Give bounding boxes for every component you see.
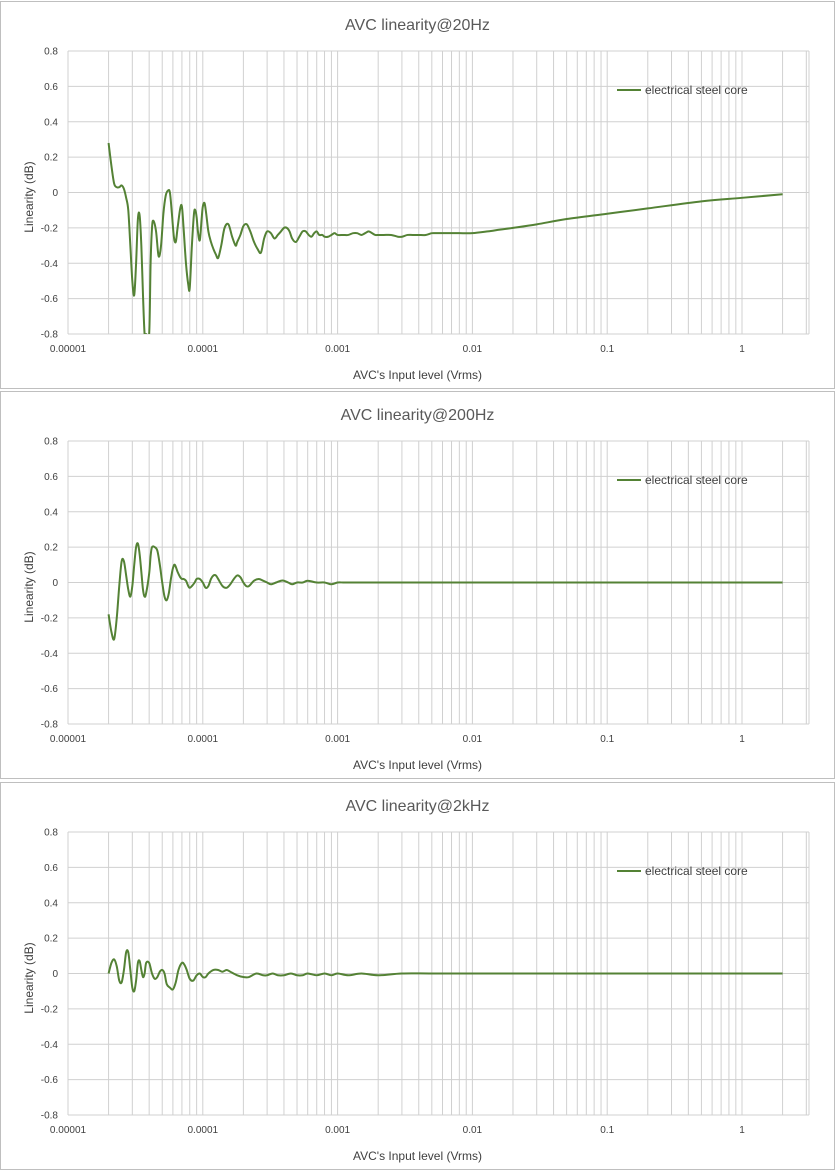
y-tick-label: -0.8	[41, 330, 59, 341]
x-tick-label: 0.1	[600, 1125, 614, 1136]
y-tick-label: -0.8	[41, 720, 59, 731]
y-tick-label: 0.6	[44, 82, 58, 93]
x-tick-label: 1	[739, 1125, 745, 1136]
y-tick-label: -0.2	[41, 613, 59, 624]
legend-label: electrical steel core	[645, 864, 748, 878]
x-tick-label: 1	[739, 344, 745, 355]
x-axis-title: AVC's Input level (Vrms)	[353, 1149, 482, 1163]
y-axis-title: Linearity (dB)	[22, 551, 36, 623]
legend-label: electrical steel core	[645, 83, 748, 97]
x-tick-label: 0.0001	[188, 1125, 219, 1136]
y-tick-label: 0.2	[44, 153, 58, 164]
plot-area: 0.8 0.6 0.4 0.2 0 -0.2 -0.4 -0.6 -0.8 0.00001 0.00…	[41, 828, 810, 1136]
x-tick-label: 0.001	[325, 734, 350, 745]
y-tick-label: 0.2	[44, 543, 58, 554]
x-tick-label: 0.001	[325, 344, 350, 355]
x-tick-label: 0.00001	[50, 734, 87, 745]
x-tick-label: 0.00001	[50, 344, 87, 355]
y-tick-label: -0.4	[41, 1040, 59, 1051]
chart-panel-20hz: AVC linearity@20Hz 0.8 0.6 0.4 0.2 0 -0.2 -0.4…	[0, 1, 835, 389]
y-tick-label: 0	[52, 969, 58, 980]
x-tick-label: 0.1	[600, 344, 614, 355]
chart-panel-2khz: AVC linearity@2kHz 0.8 0.6 0.4 0.2 0 -0.2 -0.4…	[0, 782, 835, 1170]
x-tick-label: 0.01	[463, 344, 483, 355]
series-line	[107, 142, 783, 334]
legend-label: electrical steel core	[645, 473, 748, 487]
x-axis-title: AVC's Input level (Vrms)	[353, 758, 482, 772]
x-tick-label: 0.00001	[50, 1125, 87, 1136]
y-tick-label: -0.2	[41, 223, 59, 234]
x-tick-label: 0.1	[600, 734, 614, 745]
x-axis-title: AVC's Input level (Vrms)	[353, 368, 482, 382]
plot-area: 0.8 0.6 0.4 0.2 0 -0.2 -0.4 -0.6 -0.8 0.00001 0.00…	[41, 437, 810, 745]
series-line	[107, 949, 783, 993]
y-tick-label: -0.6	[41, 1075, 59, 1086]
chart-panel-200hz: AVC linearity@200Hz 0.8 0.6 0.4 0.2 0 -0.2 -0.…	[0, 391, 835, 779]
chart-title: AVC linearity@200Hz	[340, 407, 495, 424]
y-tick-label: 0	[52, 578, 58, 589]
y-tick-label: -0.2	[41, 1004, 59, 1015]
y-tick-label: 0.2	[44, 934, 58, 945]
y-tick-label: 0.8	[44, 437, 58, 448]
x-tick-label: 0.01	[463, 734, 483, 745]
y-tick-label: -0.6	[41, 684, 59, 695]
y-tick-label: 0.4	[44, 117, 58, 128]
plot-area: 0.8 0.6 0.4 0.2 0 -0.2 -0.4 -0.6 -0.8 0.00001 0.00…	[41, 47, 810, 355]
y-tick-label: -0.4	[41, 649, 59, 660]
y-tick-label: 0.8	[44, 47, 58, 58]
y-axis-title: Linearity (dB)	[22, 942, 36, 1014]
y-tick-label: 0.6	[44, 472, 58, 483]
x-tick-label: 0.001	[325, 1125, 350, 1136]
x-tick-label: 1	[739, 734, 745, 745]
y-tick-label: 0.8	[44, 828, 58, 839]
y-tick-label: -0.8	[41, 1111, 59, 1122]
series-line	[107, 542, 783, 641]
y-tick-label: -0.6	[41, 294, 59, 305]
y-tick-label: 0	[52, 188, 58, 199]
y-tick-label: 0.4	[44, 507, 58, 518]
y-axis-title: Linearity (dB)	[22, 161, 36, 233]
x-tick-label: 0.0001	[188, 344, 219, 355]
chart-title: AVC linearity@2kHz	[345, 798, 490, 815]
x-tick-label: 0.01	[463, 1125, 483, 1136]
y-tick-label: 0.6	[44, 863, 58, 874]
y-tick-label: -0.4	[41, 259, 59, 270]
x-tick-label: 0.0001	[188, 734, 219, 745]
y-tick-label: 0.4	[44, 898, 58, 909]
chart-title: AVC linearity@20Hz	[345, 17, 490, 34]
